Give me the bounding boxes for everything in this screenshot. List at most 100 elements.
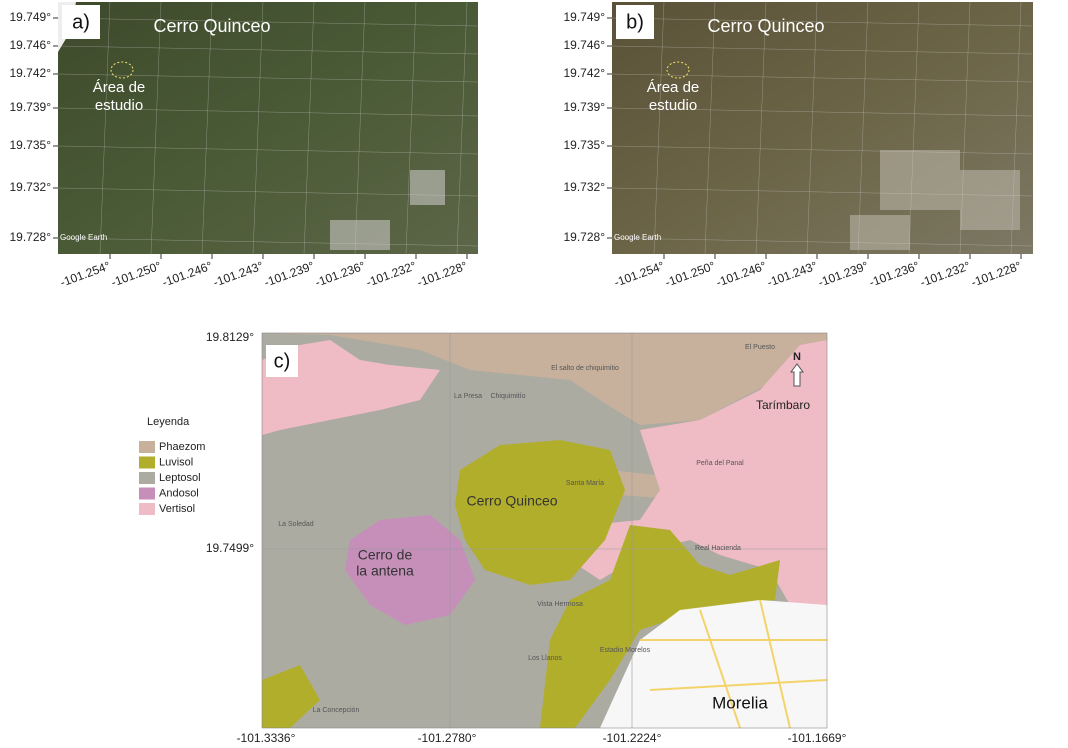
x-tick-label: -101.232°: [364, 259, 418, 290]
grid-line: [57, 145, 479, 155]
x-tick-label: -101.3336°: [237, 731, 296, 745]
map-place: La Concepción: [313, 707, 360, 714]
grid-line: [57, 107, 479, 117]
study-area-label: estudio: [649, 97, 697, 114]
x-tick-label: -101.254°: [58, 259, 112, 290]
x-tick-label: -101.2780°: [418, 731, 477, 745]
map-place: Los Llanos: [528, 655, 562, 662]
y-tick-label: 19.739°: [9, 100, 51, 114]
label-box: [266, 345, 298, 377]
grid-line: [405, 1, 417, 255]
credit: Google Earth: [614, 233, 661, 242]
map-place: Chiquimitío: [490, 393, 525, 400]
y-tick-label: 19.739°: [563, 100, 605, 114]
map-title: Cerro Quinceo: [707, 16, 824, 36]
place-label: Cerro de: [358, 547, 413, 563]
x-tick-label: -101.236°: [313, 259, 367, 290]
grid-line: [611, 145, 1033, 155]
map-place: La Presa: [454, 393, 482, 400]
y-tick-label: 19.735°: [563, 138, 605, 152]
grid-line: [262, 333, 827, 728]
y-tick-label: 19.742°: [9, 66, 51, 80]
road: [640, 599, 827, 728]
panel-label: a): [72, 11, 90, 33]
grid-line: [354, 1, 366, 255]
legend-label: Vertisol: [159, 503, 195, 515]
legend-label: Phaezom: [159, 441, 205, 453]
x-tick-label: -101.243°: [765, 259, 819, 290]
grid-line: [653, 1, 665, 255]
x-tick-label: -101.228°: [969, 259, 1023, 290]
x-tick-label: -101.250°: [663, 259, 717, 290]
legend-label: Luvisol: [159, 456, 193, 468]
legend-label: Leptosol: [159, 472, 201, 484]
x-tick-label: -101.246°: [714, 259, 768, 290]
map-place: Santa María: [566, 480, 604, 487]
credit: Google Earth: [60, 233, 107, 242]
map-place: Estadio Morelos: [600, 647, 651, 654]
map-place: Vista Hermosa: [537, 601, 583, 608]
y-tick-label: 19.8129°: [206, 330, 254, 344]
legend-swatch: [139, 441, 155, 453]
study-area-label: estudio: [95, 97, 143, 114]
grid-line: [959, 1, 971, 255]
x-tick-label: -101.254°: [612, 259, 666, 290]
y-tick-label: 19.735°: [9, 138, 51, 152]
map-frame: [261, 332, 828, 729]
legend-label: Andosol: [159, 487, 199, 499]
place-label: la antena: [356, 563, 414, 579]
x-tick-label: -101.239°: [816, 259, 870, 290]
grid-line: [611, 45, 1033, 55]
map-place: El salto de chiquimitio: [551, 365, 619, 372]
y-tick-label: 19.728°: [9, 230, 51, 244]
legend-title: Leyenda: [147, 416, 190, 428]
grid-line: [857, 1, 869, 255]
legend-swatch: [139, 472, 155, 484]
grid-line: [57, 187, 479, 197]
urban-area: [850, 150, 1020, 250]
north-label: N: [793, 351, 801, 363]
x-tick-label: -101.1669°: [788, 731, 847, 745]
grid-line: [57, 17, 479, 27]
grid-line: [150, 1, 162, 255]
legend-swatch: [139, 503, 155, 515]
place-label: Cerro Quinceo: [466, 493, 557, 509]
x-tick-label: -101.250°: [109, 259, 163, 290]
y-tick-label: 19.7499°: [206, 541, 254, 555]
y-tick-label: 19.742°: [563, 66, 605, 80]
y-tick-label: 19.732°: [563, 180, 605, 194]
place-label: Morelia: [712, 693, 768, 712]
study-marker: [110, 61, 134, 79]
map-place: Peña del Panal: [696, 460, 744, 467]
grid-line: [201, 1, 213, 255]
y-tick-label: 19.746°: [9, 38, 51, 52]
grid-line: [456, 1, 468, 255]
y-tick-label: 19.746°: [563, 38, 605, 52]
grid-line: [611, 237, 1033, 247]
legend-swatch: [139, 487, 155, 500]
x-tick-label: -101.243°: [211, 259, 265, 290]
y-tick-label: 19.749°: [563, 10, 605, 24]
grid-line: [611, 187, 1033, 197]
x-tick-label: -101.246°: [160, 259, 214, 290]
place-label: Tarímbaro: [756, 398, 810, 412]
map-title: Cerro Quinceo: [153, 16, 270, 36]
x-tick-label: -101.232°: [918, 259, 972, 290]
luvisol-area: [262, 525, 780, 728]
map-place: La Soledad: [278, 521, 314, 528]
grid-line: [57, 45, 479, 55]
y-tick-label: 19.728°: [563, 230, 605, 244]
grid-line: [908, 1, 920, 255]
x-tick-label: -101.2224°: [603, 731, 662, 745]
study-area-label: Área de: [93, 79, 146, 96]
grid-line: [303, 1, 315, 255]
vertisol-area: [262, 340, 440, 435]
andosol-area: [345, 515, 475, 625]
label-box: [62, 5, 100, 39]
phaezom-area: [262, 333, 827, 500]
y-tick-label: 19.732°: [9, 180, 51, 194]
map-place: El Puesto: [745, 344, 775, 351]
x-tick-label: -101.236°: [867, 259, 921, 290]
y-tick-label: 19.749°: [9, 10, 51, 24]
